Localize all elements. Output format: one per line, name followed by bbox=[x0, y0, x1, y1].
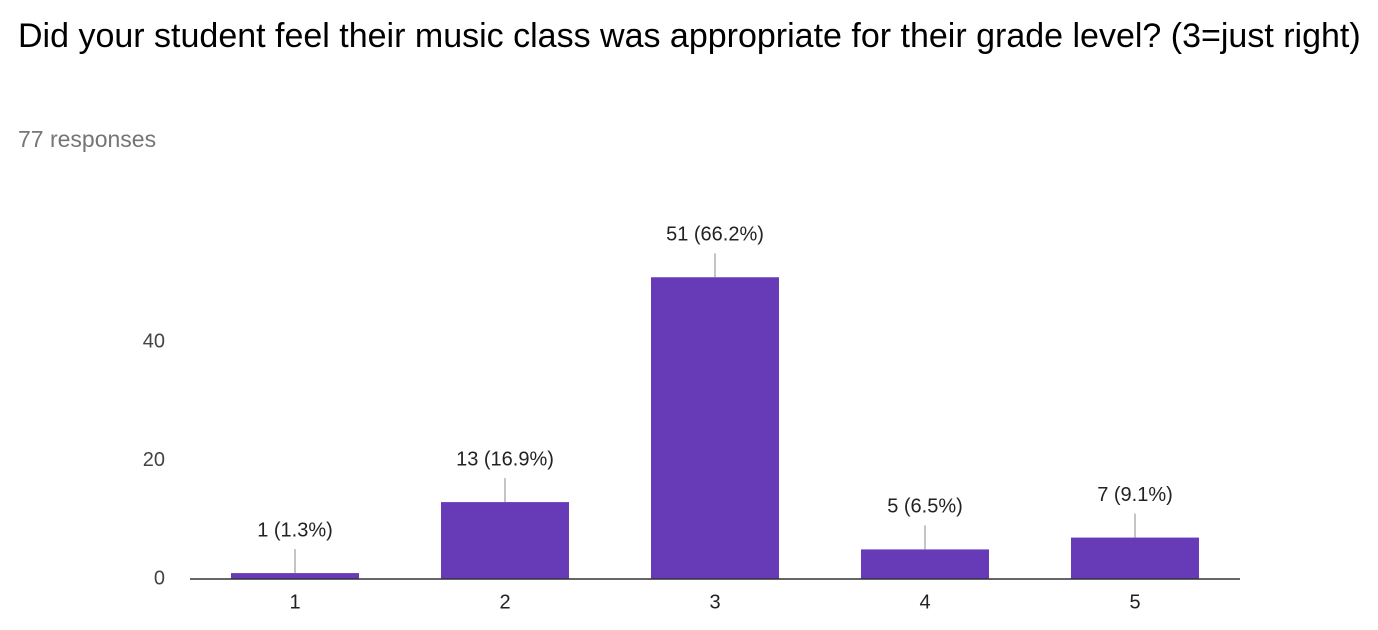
x-tick-label: 5 bbox=[1129, 591, 1140, 613]
value-label: 51 (66.2%) bbox=[666, 224, 764, 246]
x-tick-label: 3 bbox=[709, 591, 720, 613]
bar bbox=[231, 573, 359, 579]
bar bbox=[1071, 537, 1199, 579]
bar bbox=[861, 549, 989, 579]
y-tick-label: 0 bbox=[154, 567, 165, 589]
value-label: 5 (6.5%) bbox=[887, 496, 963, 518]
bar bbox=[651, 277, 779, 579]
x-tick-label: 1 bbox=[289, 591, 300, 613]
value-label: 1 (1.3%) bbox=[257, 519, 333, 541]
y-tick-label: 40 bbox=[143, 331, 165, 353]
value-label: 7 (9.1%) bbox=[1097, 484, 1173, 506]
x-tick-label: 2 bbox=[499, 591, 510, 613]
chart-title: Did your student feel their music class … bbox=[18, 17, 1361, 55]
bar bbox=[441, 502, 569, 579]
value-label: 13 (16.9%) bbox=[456, 448, 554, 470]
y-tick-label: 20 bbox=[143, 449, 165, 471]
x-tick-label: 4 bbox=[919, 591, 930, 613]
response-count: 77 responses bbox=[18, 126, 157, 152]
